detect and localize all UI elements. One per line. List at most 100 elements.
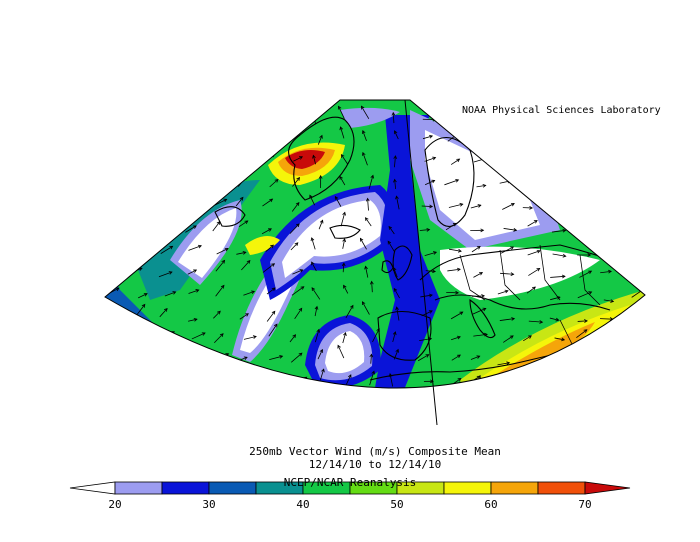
wind-vector (423, 379, 434, 384)
wind-vector (527, 384, 541, 389)
wind-vector (291, 115, 302, 121)
wind-vector (631, 141, 645, 146)
wind-vector (189, 110, 199, 117)
wind-vector (269, 355, 284, 360)
wind-vector (419, 227, 431, 232)
wind-vector (236, 133, 249, 140)
wind-vector (502, 203, 515, 210)
wind-vector (187, 138, 199, 146)
wind-vector (550, 274, 566, 279)
wind-vector (600, 317, 614, 321)
wind-vector (188, 196, 201, 208)
wind-vector (106, 399, 116, 408)
wind-speed-fill (105, 100, 645, 389)
wind-vector (444, 178, 460, 186)
wind-vector (626, 384, 639, 388)
coast-labrador (214, 206, 246, 227)
border-3 (539, 244, 561, 301)
colorbar-segment (537, 481, 586, 495)
wind-vector (550, 296, 561, 301)
wind-vector (289, 223, 300, 234)
wind-vector (158, 179, 173, 189)
wind-vector (602, 341, 616, 346)
wind-vector (106, 373, 114, 382)
wind-vector (425, 269, 436, 274)
wind-vector (161, 401, 168, 409)
wind-vector (162, 109, 174, 120)
wind-vector (504, 400, 515, 408)
wind-vector (319, 368, 325, 381)
wind-vector (448, 248, 462, 253)
wind-vector (216, 247, 229, 255)
wind-vector (318, 219, 324, 230)
wind-vector (268, 323, 278, 337)
wind-vector (364, 217, 372, 227)
wind-vector (605, 380, 616, 387)
wind-vector (311, 287, 321, 300)
wind-vector (523, 335, 532, 342)
wind-vector (470, 355, 481, 360)
wind-vector (138, 251, 149, 257)
band-north-light (340, 107, 400, 128)
wind-vector (525, 118, 538, 124)
wind-vector (523, 402, 532, 405)
wind-vector (450, 158, 461, 165)
wind-vector (265, 244, 274, 252)
wind-vector (215, 157, 229, 164)
wind-vector (420, 293, 433, 298)
wind-vector (526, 286, 536, 294)
wind-vector (240, 374, 255, 382)
wind-vector (501, 137, 513, 144)
band-iberia-calm (325, 331, 365, 374)
wind-vector (553, 364, 565, 369)
wind-vector (499, 317, 516, 321)
wind-vector (210, 140, 222, 145)
wind-vector (292, 269, 304, 275)
wind-vector (159, 307, 168, 318)
wind-vector (162, 160, 176, 169)
wind-vector (340, 211, 346, 227)
wind-vector (185, 402, 194, 409)
coast-britain (392, 245, 413, 281)
wind-vector (528, 267, 541, 276)
wind-vector (217, 181, 231, 188)
wind-vector (361, 151, 368, 166)
wind-vector (548, 403, 557, 406)
wind-vector (339, 175, 346, 186)
wind-vector (421, 204, 434, 209)
wind-vector (552, 184, 563, 188)
wind-vector (395, 195, 400, 210)
wind-vector (109, 111, 117, 121)
wind-vector (309, 194, 316, 206)
wind-vector (629, 186, 645, 192)
wind-vector (185, 177, 195, 186)
wind-vector (549, 317, 560, 322)
wind-vector (188, 354, 202, 361)
wind-vector (292, 176, 301, 187)
wind-vector (631, 157, 645, 165)
wind-vector (187, 156, 201, 161)
colorbar-segment (161, 481, 210, 495)
wind-vector (607, 240, 620, 249)
wind-vector (215, 353, 230, 360)
colorbar-tick-label: 40 (296, 498, 309, 511)
wind-vector (135, 303, 146, 317)
wind-vector (164, 331, 175, 337)
wind-vector (450, 335, 461, 341)
colorbar-low-triangle (69, 481, 116, 495)
wind-vector (314, 328, 321, 343)
band-central-calm (282, 200, 381, 278)
wind-vector (291, 201, 300, 212)
wind-vector (394, 391, 401, 404)
wind-vector (138, 202, 152, 211)
coast-italy (469, 298, 496, 339)
band-scandinavia-calm (425, 130, 540, 240)
wind-vector (417, 354, 430, 362)
wind-vector (317, 134, 323, 145)
wind-vector (388, 225, 395, 235)
wind-vector (188, 289, 200, 294)
colorbar-segment (443, 481, 492, 495)
wind-vector (133, 135, 141, 146)
wind-vector (527, 249, 541, 256)
wind-vector (579, 199, 591, 207)
